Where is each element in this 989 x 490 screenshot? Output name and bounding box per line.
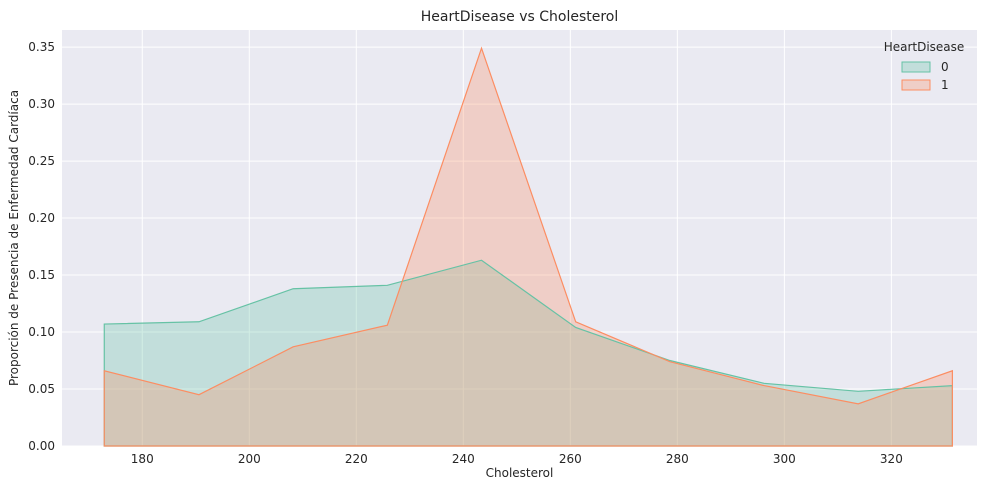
y-tick-label: 0.15 — [28, 268, 55, 282]
chart-title: HeartDisease vs Cholesterol — [421, 9, 619, 25]
y-tick-label: 0.30 — [28, 97, 55, 111]
x-tick-label: 320 — [880, 452, 903, 466]
series-1-line — [103, 46, 953, 447]
x-tick-label: 260 — [559, 452, 582, 466]
y-tick-label: 0.00 — [28, 439, 55, 453]
y-tick-label: 0.20 — [28, 211, 55, 225]
y-axis-label: Proporción de Presencia de Enfermedad Ca… — [7, 90, 21, 386]
plot-background — [62, 30, 977, 446]
x-tick-label: 180 — [131, 452, 154, 466]
legend: HeartDisease 0 1 — [884, 40, 965, 92]
x-tick-label: 200 — [238, 452, 261, 466]
legend-title: HeartDisease — [884, 40, 965, 54]
legend-label-0: 0 — [941, 60, 949, 74]
x-tick-label: 280 — [666, 452, 689, 466]
legend-swatch-1 — [901, 79, 931, 91]
x-tick-label: 300 — [773, 452, 796, 466]
y-tick-label: 0.35 — [28, 40, 55, 54]
legend-swatch-0 — [901, 61, 931, 73]
y-tick-label: 0.05 — [28, 382, 55, 396]
x-axis-label: Cholesterol — [486, 466, 554, 480]
x-axis-ticks: 180 200 220 240 260 280 300 320 — [131, 452, 903, 466]
series-layer — [103, 46, 953, 447]
y-tick-label: 0.25 — [28, 154, 55, 168]
y-tick-label: 0.10 — [28, 325, 55, 339]
x-tick-label: 220 — [345, 452, 368, 466]
y-axis-ticks: 0.00 0.05 0.10 0.15 0.20 0.25 0.30 0.35 — [28, 40, 55, 453]
series-1-area — [104, 48, 953, 446]
legend-label-1: 1 — [941, 78, 949, 92]
series-0-area — [104, 260, 953, 446]
x-tick-label: 240 — [452, 452, 475, 466]
